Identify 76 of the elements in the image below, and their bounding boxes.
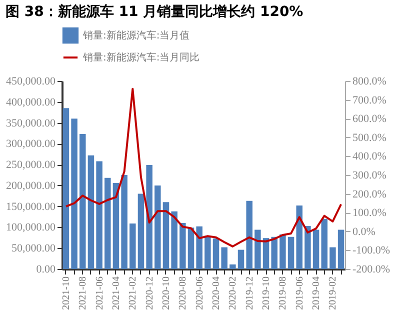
x-tick-label: 2020-12 (144, 276, 156, 310)
bar (96, 161, 102, 269)
bar (246, 200, 252, 269)
bar (212, 238, 220, 269)
bar (171, 211, 178, 269)
bar (254, 230, 261, 269)
bar (321, 218, 328, 269)
y-tick-label: 50,000.00 (12, 242, 56, 255)
y2-tick-label: 500.0% (352, 132, 386, 144)
bar (330, 247, 336, 269)
x-tick-label: 2019-12 (244, 276, 256, 310)
bar (71, 118, 78, 269)
bar (146, 164, 152, 269)
y-tick-label: 100,000.00 (6, 222, 56, 234)
y2-tick-label: 100.0% (352, 207, 386, 220)
bar (262, 238, 270, 269)
y-tick-label: 450,000.00 (6, 76, 56, 88)
x-tick-label: 2021-08 (78, 276, 89, 310)
x-tick-label: 2021-04 (110, 276, 122, 310)
x-tick-label: 2021-02 (128, 276, 139, 310)
bar (304, 226, 311, 269)
bar (112, 182, 120, 269)
y-tick-label: 300,000.00 (6, 138, 56, 150)
y-tick-label: 150,000.00 (6, 200, 56, 213)
line-series (64, 88, 342, 248)
bar (162, 202, 170, 269)
x-tick-label: 2020-04 (211, 276, 222, 310)
legend-label: 销量:新能源汽车:当月值 (82, 30, 190, 42)
y2-tick-label: 800.0% (352, 76, 386, 88)
y2-tick-label: 200.0% (352, 188, 386, 200)
y2-tick-label: 400.0% (352, 150, 386, 163)
bar (62, 108, 70, 269)
bar (130, 223, 136, 269)
bar (238, 250, 244, 269)
bar (271, 236, 278, 269)
y-tick-label: 250,000.00 (6, 159, 56, 172)
x-tick-label: 2019-04 (311, 276, 322, 310)
bar (288, 236, 294, 269)
bar (296, 206, 302, 269)
bar (280, 234, 286, 269)
y-tick-label: 350,000.00 (6, 117, 56, 130)
bar (138, 194, 144, 269)
y-tick-label: 0.00 (36, 264, 56, 276)
x-tick-label: 2021-10 (60, 276, 72, 310)
bar (221, 247, 228, 269)
x-tick-label: 2019-02 (328, 276, 339, 310)
bar (188, 228, 194, 269)
x-tick-label: 2019-06 (294, 276, 306, 310)
bar (80, 134, 86, 269)
bar (104, 178, 111, 269)
y2-tick-label: -200.0% (352, 264, 390, 276)
x-tick-label: 2020-06 (194, 276, 206, 310)
y2-tick-label: 600.0% (352, 113, 386, 126)
bar (204, 236, 211, 269)
bar (121, 175, 128, 269)
x-tick-label: 2021-06 (94, 276, 106, 310)
bar (88, 155, 94, 269)
y2-tick-label: 0.0% (352, 226, 376, 238)
y2-tick-label: -100.0% (352, 244, 390, 257)
bar (180, 223, 186, 269)
y2-tick-label: 700.0% (352, 94, 386, 106)
bar (230, 264, 236, 269)
x-tick-label: 2019-10 (261, 276, 272, 310)
bar (312, 230, 320, 269)
chart-title: 图 38：新能源车 11 月销量同比增长约 120% (6, 3, 304, 20)
x-tick-label: 2019-08 (278, 276, 289, 310)
y-tick-label: 400,000.00 (6, 96, 56, 108)
x-tick-label: 2020-08 (178, 276, 189, 310)
y-tick-label: 200,000.00 (6, 180, 56, 192)
y2-tick-label: 300.0% (352, 170, 386, 182)
bar (196, 226, 202, 269)
bar (338, 230, 344, 269)
x-tick-label: 2020-10 (160, 276, 172, 310)
bar (154, 185, 161, 269)
x-tick-label: 2020-02 (228, 276, 239, 310)
legend-label: 销量:新能源汽车:当月同比 (82, 52, 200, 64)
